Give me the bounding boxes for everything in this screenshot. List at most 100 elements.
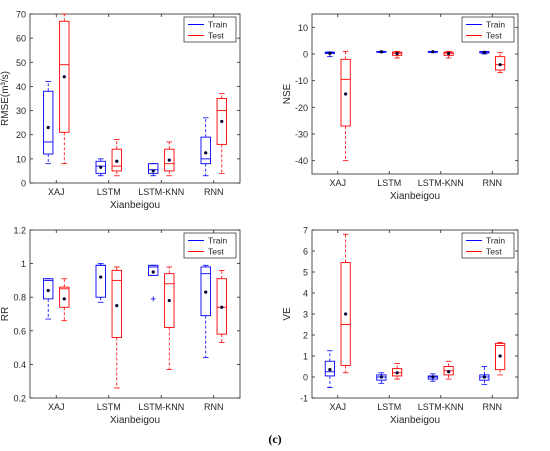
- plot-frame: [29, 13, 241, 184]
- mean-marker: [344, 312, 348, 316]
- y-tick-label: 10: [16, 154, 26, 164]
- iqr-box: [111, 269, 122, 338]
- train-box-xaj: [43, 81, 54, 165]
- mean-marker: [482, 375, 486, 379]
- train-box-rnn: [200, 117, 211, 177]
- iqr-box: [59, 286, 70, 308]
- mean-marker: [99, 165, 103, 169]
- y-tick-label: 60: [16, 34, 26, 44]
- legend-label: Train: [486, 20, 505, 30]
- test-box-xaj: [59, 278, 70, 322]
- x-tick-label: XAJ: [48, 187, 65, 197]
- plot-frame: [29, 229, 241, 399]
- test-box-xaj: [340, 233, 351, 374]
- x-tick-label: LSTM-KNN: [418, 402, 464, 412]
- legend-label: Test: [486, 31, 502, 41]
- mean-marker: [167, 298, 171, 303]
- test-box-lstm-knn: [164, 141, 175, 177]
- y-tick-label: 0.6: [13, 326, 26, 336]
- mean-marker: [46, 288, 50, 293]
- mean-marker: [447, 51, 451, 56]
- y-tick-label: 0: [21, 179, 26, 189]
- y-tick-label: 1: [303, 352, 308, 362]
- y-tick-label: 1.2: [13, 226, 26, 236]
- iqr-box: [111, 148, 122, 172]
- x-tick-label: LSTM-KNN: [138, 402, 184, 412]
- y-tick-label: 7: [303, 226, 308, 236]
- train-box-rnn: [479, 50, 490, 55]
- mean-marker: [431, 50, 435, 54]
- x-tick-label: RNN: [483, 178, 503, 188]
- x-tick-label: RNN: [483, 402, 503, 412]
- chart-panel-4: -1 0 1 2 3 4 5 6 7 XAJ LSTM LSTM-KNN RNN Xianbeigou VE…: [282, 226, 519, 426]
- mean-marker: [431, 375, 435, 379]
- x-tick-label: LSTM: [377, 402, 401, 412]
- y-tick-label: 0.2: [13, 394, 26, 404]
- iqr-box: [95, 264, 106, 298]
- mean-marker: [220, 119, 224, 124]
- mean-marker: [379, 50, 383, 54]
- test-box-lstm: [392, 50, 403, 59]
- legend-frame: [183, 232, 237, 259]
- chart-panel-1: 0 10 20 30 40 50 60 70 XAJ LSTM LSTM-KNN RNN Xianbei…: [0, 10, 241, 211]
- train-box-lstm-knn: [427, 50, 438, 54]
- y-tick-label: 30: [16, 106, 26, 116]
- mean-marker: [498, 63, 502, 67]
- y-tick-label: 0.8: [13, 293, 26, 303]
- x-tick-label: XAJ: [329, 178, 346, 188]
- iqr-box: [200, 266, 211, 317]
- test-box-xaj: [340, 50, 351, 162]
- mean-marker: [379, 375, 383, 379]
- mean-marker: [62, 297, 66, 301]
- mean-marker: [395, 371, 399, 375]
- y-tick-label: 40: [16, 82, 26, 92]
- test-box-lstm-knn: [443, 50, 454, 59]
- train-box-xaj: [324, 51, 335, 58]
- y-tick-label: 6: [303, 247, 308, 257]
- panel-label: (c): [268, 432, 282, 446]
- train-box-lstm-knn: [148, 163, 159, 177]
- train-box-lstm: [376, 372, 387, 384]
- mean-marker: [115, 304, 119, 308]
- mean-marker: [395, 51, 399, 56]
- iqr-box: [216, 278, 227, 335]
- legend-label: Test: [486, 247, 502, 257]
- test-box-lstm-knn: [164, 266, 175, 370]
- y-tick-label: 1: [21, 259, 26, 269]
- y-tick-label: -40: [295, 156, 308, 166]
- mean-marker: [220, 305, 224, 309]
- y-tick-label: 70: [16, 10, 26, 20]
- iqr-box: [495, 56, 506, 71]
- mean-marker: [482, 50, 486, 55]
- legend-label: Test: [208, 31, 224, 41]
- mean-marker: [204, 151, 208, 155]
- x-tick-label: LSTM-KNN: [138, 187, 184, 197]
- test-box-lstm: [111, 266, 122, 389]
- y-tick-label: 50: [16, 58, 26, 68]
- iqr-box: [95, 160, 106, 174]
- y-tick-label: 20: [16, 130, 26, 140]
- iqr-box: [200, 136, 211, 165]
- y-tick-label: 0: [303, 373, 308, 383]
- test-box-xaj: [59, 13, 70, 165]
- legend-label: Test: [208, 247, 224, 257]
- plot-frame: [311, 13, 519, 175]
- mean-marker: [204, 290, 208, 294]
- x-tick-label: LSTM: [97, 187, 121, 197]
- iqr-box: [392, 368, 403, 377]
- y-tick-label: -10: [295, 76, 308, 86]
- y-tick-label: 2: [303, 331, 308, 341]
- iqr-box: [43, 278, 54, 300]
- y-axis-label: RR: [0, 307, 11, 321]
- legend-label: Train: [208, 20, 227, 30]
- test-box-lstm-knn: [443, 360, 454, 380]
- train-box-lstm-knn: [148, 264, 159, 302]
- x-tick-label: LSTM: [97, 402, 121, 412]
- legend-label: Train: [208, 236, 227, 246]
- iqr-box: [340, 58, 351, 127]
- train-box-xaj: [43, 278, 54, 320]
- mean-marker: [151, 270, 155, 274]
- mean-marker: [62, 75, 66, 79]
